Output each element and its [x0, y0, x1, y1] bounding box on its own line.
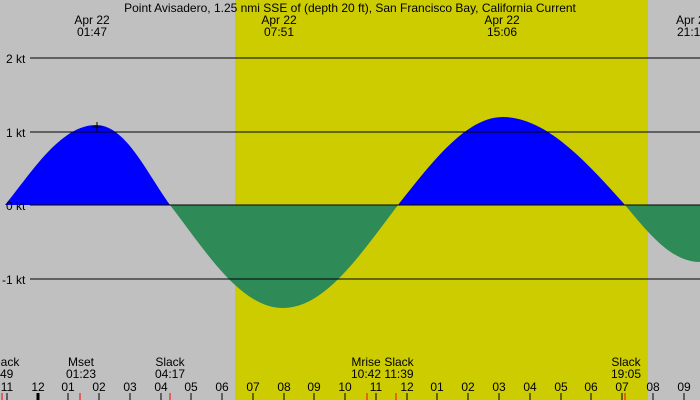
chart-title: Point Avisadero, 1.25 nmi SSE of (depth … — [124, 1, 576, 15]
event-mset-label: Mset — [68, 355, 95, 369]
event-mset-time: 01:23 — [66, 367, 96, 381]
x-axis-hour-labels: 11 12 01 02 03 04 05 06 07 08 09 10 11 1… — [1, 380, 691, 394]
flood-area-2 — [398, 117, 625, 205]
hour-label: 04 — [154, 380, 168, 394]
hour-label: 05 — [554, 380, 568, 394]
peak-4-date: Apr 22 — [676, 13, 700, 27]
peak-3-date: Apr 22 — [484, 13, 520, 27]
event-slack-3-label: Slack — [611, 355, 641, 369]
ebb-area-1 — [170, 205, 398, 308]
hour-label: 08 — [646, 380, 660, 394]
hour-label: 12 — [400, 380, 414, 394]
hour-label: 01 — [430, 380, 444, 394]
event-slack-2-label: Slack — [384, 355, 414, 369]
flood-area-1 — [5, 125, 170, 205]
peak-4-time: 21:1? — [677, 25, 700, 39]
hour-label: 06 — [584, 380, 598, 394]
hour-label: 07 — [246, 380, 260, 394]
y-label-minus1kt: -1 kt — [2, 273, 26, 287]
y-label-2kt: 2 kt — [6, 52, 26, 66]
peak-2-date: Apr 22 — [261, 13, 297, 27]
crest-marker-icon — [92, 122, 102, 132]
peak-2-time: 07:51 — [264, 25, 294, 39]
hour-label: 03 — [492, 380, 506, 394]
hour-label: 06 — [215, 380, 229, 394]
hour-label: 09 — [677, 380, 691, 394]
hour-label: 04 — [523, 380, 537, 394]
y-label-0kt: 0 kt — [6, 199, 26, 213]
event-mrise-time: 10:42 — [351, 367, 381, 381]
hour-label: 11 — [370, 380, 383, 394]
y-label-1kt: 1 kt — [6, 126, 26, 140]
hour-label: 11 — [1, 380, 14, 394]
event-mrise-label: Mrise — [351, 355, 381, 369]
hour-label: 09 — [307, 380, 321, 394]
x-axis-ticks — [6, 393, 685, 400]
hour-label: 02 — [461, 380, 475, 394]
hour-label: 08 — [277, 380, 291, 394]
hour-label: 03 — [123, 380, 137, 394]
event-slack-1-time: 04:17 — [155, 367, 185, 381]
peak-1-time: 01:47 — [77, 25, 107, 39]
hour-label: 07 — [615, 380, 629, 394]
hour-label: 02 — [92, 380, 106, 394]
peak-3-time: 15:06 — [487, 25, 517, 39]
event-slack-1-label: Slack — [155, 355, 185, 369]
event-slack-3-time: 19:05 — [611, 367, 641, 381]
ebb-area-2 — [625, 205, 700, 262]
peak-1-date: Apr 22 — [74, 13, 110, 27]
hour-label: 05 — [184, 380, 198, 394]
hour-label: 12 — [31, 380, 45, 394]
event-slack-0-label: Slack — [0, 355, 20, 369]
hour-label: 10 — [338, 380, 352, 394]
event-slack-0-time: ?:49 — [0, 367, 14, 381]
event-slack-2-time: 11:39 — [384, 367, 413, 381]
hour-label: 01 — [61, 380, 75, 394]
event-markers — [1, 393, 626, 400]
